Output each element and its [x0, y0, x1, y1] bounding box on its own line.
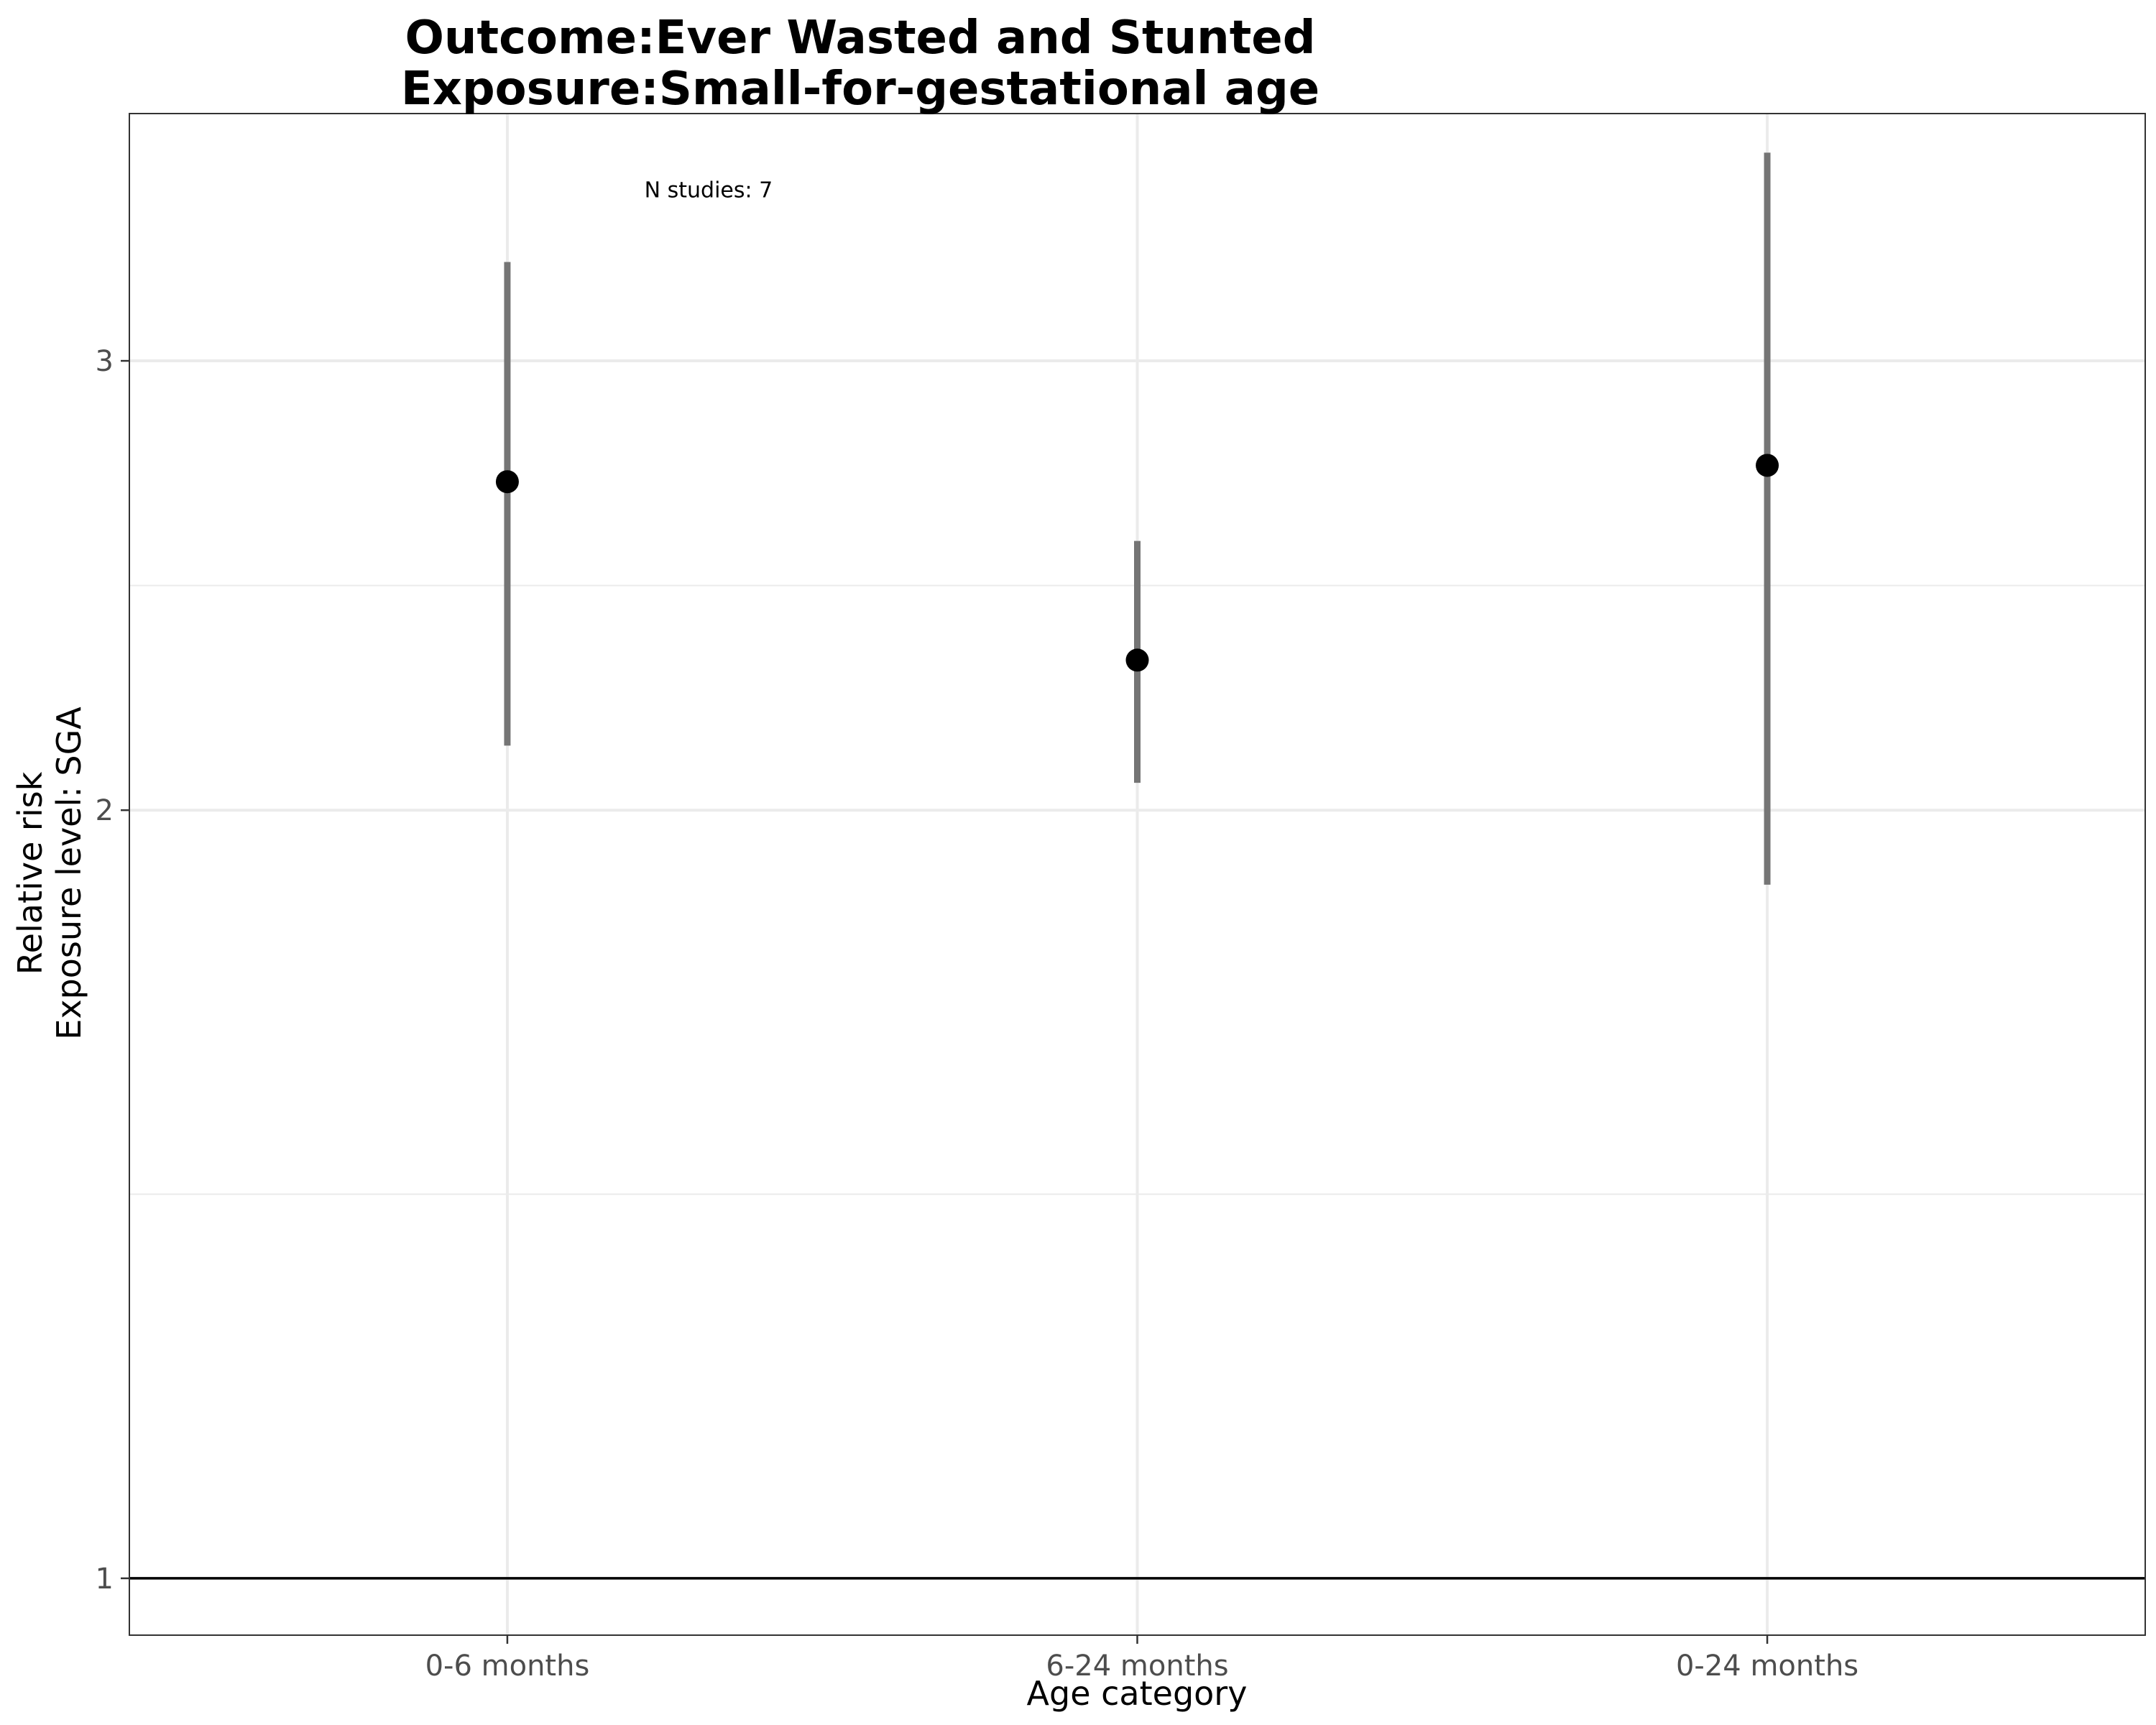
point-estimate [1125, 648, 1149, 672]
y-tick-label: 1 [96, 1563, 114, 1596]
x-tick-label: 0-6 months [425, 1650, 590, 1683]
x-tick-label: 6-24 months [1046, 1650, 1228, 1683]
y-axis-title-line-1: Relative risk [11, 771, 50, 975]
x-axis-title: Age category [1027, 1674, 1248, 1713]
y-tick-label: 2 [96, 794, 114, 827]
point-estimate [1756, 454, 1779, 477]
point-estimate [495, 470, 519, 494]
x-axis: 0-6 months 6-24 months 0-24 months [425, 1635, 1858, 1683]
y-axis-title-line-2: Exposure level: SGA [50, 707, 88, 1040]
x-tick-label: 0-24 months [1676, 1650, 1858, 1683]
point-layer [495, 454, 1779, 672]
y-tick-label: 3 [96, 345, 114, 378]
y-axis: 1 2 3 [96, 345, 129, 1596]
chart-title-line-1: Outcome:Ever Wasted and Stunted [405, 12, 1316, 65]
n-studies-annotation: N studies: 7 [645, 178, 773, 203]
chart-title-line-2: Exposure:Small-for-gestational age [401, 63, 1319, 116]
